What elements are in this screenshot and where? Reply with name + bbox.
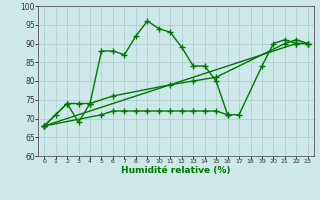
X-axis label: Humidité relative (%): Humidité relative (%) [121, 166, 231, 175]
